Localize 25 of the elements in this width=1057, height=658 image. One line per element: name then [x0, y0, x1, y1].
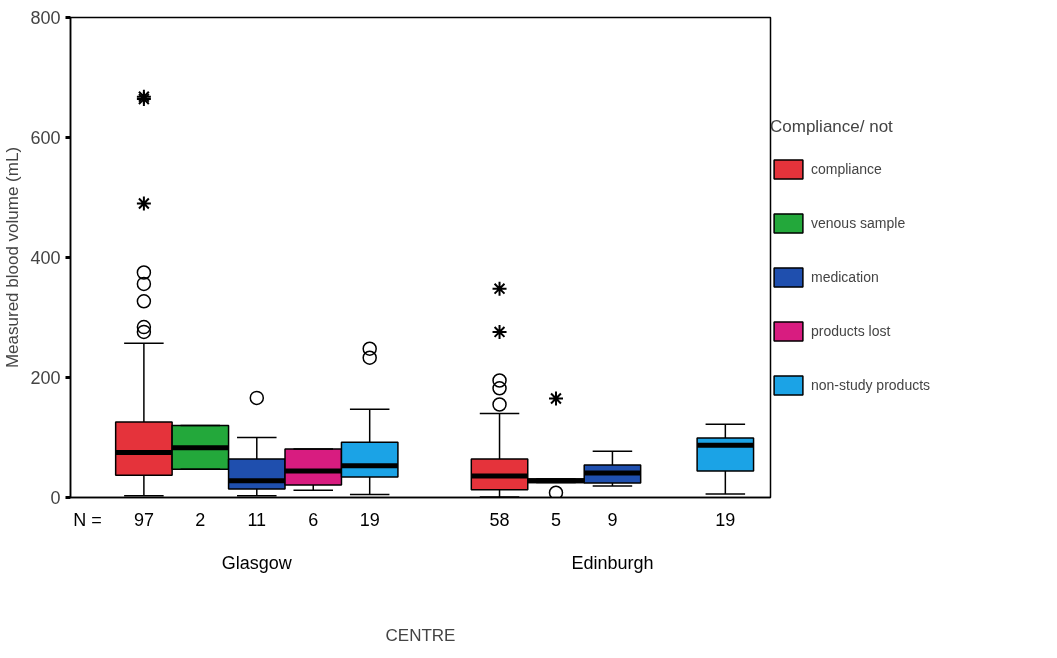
x-axis-title: CENTRE [385, 625, 456, 645]
text: 2 [195, 509, 206, 530]
legend-label: non-study products [811, 377, 931, 393]
x-tick-label: Edinburgh [571, 552, 654, 573]
y-tick-label: 0 [50, 488, 61, 508]
y-tick-label: 600 [30, 128, 61, 148]
y-tick-label: 400 [30, 248, 61, 268]
text: N = [73, 509, 102, 530]
y-tick-label: 200 [30, 368, 61, 388]
legend-label: venous sample [811, 215, 906, 231]
legend-title: Compliance/ not [770, 117, 894, 137]
text: 9 [607, 509, 618, 530]
legend-label: compliance [811, 161, 882, 177]
legend-label: products lost [811, 323, 891, 339]
text: 6 [308, 509, 319, 530]
text: 58 [489, 509, 510, 530]
text: 19 [359, 509, 380, 530]
text: 11 [247, 509, 267, 530]
legend-label: medication [811, 269, 879, 285]
text: 19 [715, 509, 736, 530]
text: 97 [133, 509, 154, 530]
y-axis-title: Measured blood volume (mL) [3, 146, 23, 369]
x-tick-label: Glasgow [221, 552, 293, 573]
text: 5 [550, 509, 561, 530]
y-tick-label: 800 [30, 8, 61, 28]
